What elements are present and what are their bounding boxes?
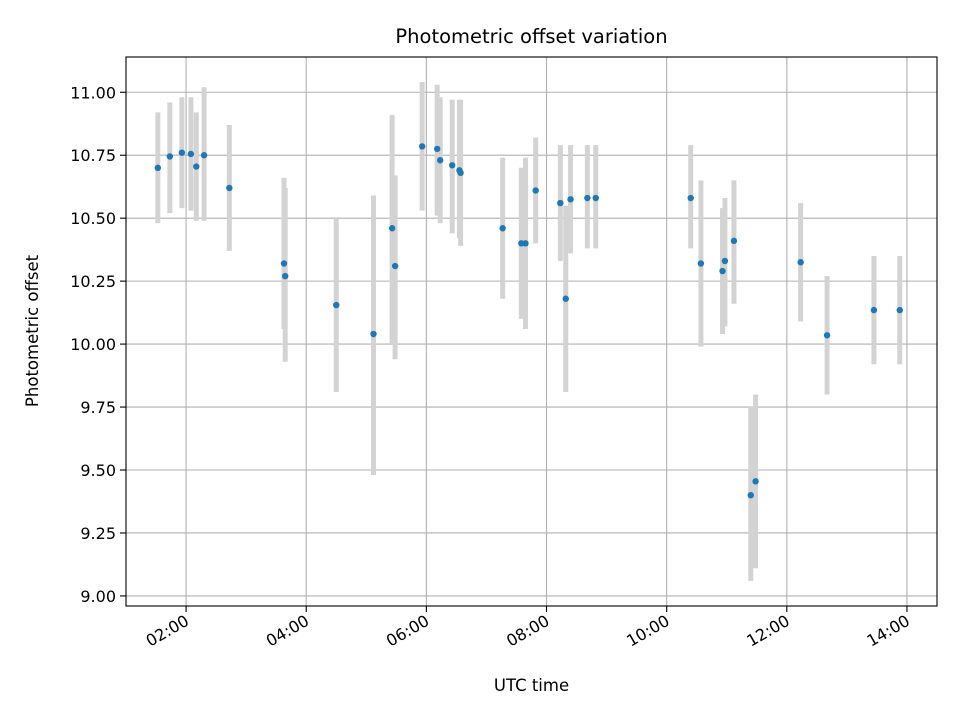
x-tick-label: 12:00 xyxy=(743,611,792,651)
data-point xyxy=(280,260,288,267)
y-tick-label: 9.00 xyxy=(80,587,116,606)
data-point xyxy=(557,199,564,207)
data-point xyxy=(687,194,694,202)
y-axis-label: Photometric offset xyxy=(23,254,42,407)
data-point xyxy=(449,162,456,169)
grid-lines xyxy=(126,57,937,606)
data-points xyxy=(154,143,903,499)
data-point xyxy=(193,163,200,170)
data-point xyxy=(370,330,377,338)
x-tick-label: 04:00 xyxy=(263,611,312,651)
y-tick-label: 10.25 xyxy=(70,272,116,291)
y-tick-label: 9.75 xyxy=(80,398,116,417)
x-tick-label: 02:00 xyxy=(143,611,192,651)
data-point xyxy=(281,272,289,280)
x-axis-label: UTC time xyxy=(494,676,569,695)
data-point xyxy=(436,157,444,164)
x-axis-ticks: 02:00 04:00 06:00 08:00 10:00 12:00 14:00 xyxy=(143,606,913,651)
data-point xyxy=(200,152,208,159)
y-tick-label: 10.75 xyxy=(70,146,116,165)
data-point xyxy=(388,225,396,232)
x-tick-label: 08:00 xyxy=(503,611,552,651)
data-point xyxy=(730,237,738,245)
data-point xyxy=(154,164,162,172)
error-bars xyxy=(155,82,903,581)
y-tick-label: 11.00 xyxy=(70,83,116,102)
data-point xyxy=(562,295,569,302)
data-point xyxy=(747,491,754,499)
data-point xyxy=(896,306,903,314)
data-point xyxy=(532,187,539,194)
plot-frame xyxy=(125,56,938,607)
data-point xyxy=(433,145,441,153)
data-point xyxy=(697,260,705,267)
data-point xyxy=(870,306,878,314)
data-point xyxy=(457,169,464,177)
x-tick-label: 14:00 xyxy=(864,611,913,651)
chart-title: Photometric offset variation xyxy=(395,25,667,48)
y-axis-ticks: 9.00 9.25 9.50 9.75 10.00 10.25 10.50 10.75 11.0… xyxy=(70,83,126,606)
data-point xyxy=(797,259,804,266)
data-point xyxy=(499,225,506,232)
y-tick-label: 9.25 xyxy=(80,524,116,543)
data-point xyxy=(721,257,729,265)
y-tick-label: 10.50 xyxy=(70,209,116,228)
data-point xyxy=(418,143,426,150)
x-tick-label: 06:00 xyxy=(383,611,432,651)
y-tick-label: 9.50 xyxy=(80,461,116,480)
data-point xyxy=(719,267,726,275)
data-point xyxy=(522,240,529,247)
data-point xyxy=(187,150,195,158)
data-point xyxy=(333,301,340,309)
data-point xyxy=(391,262,399,270)
data-point xyxy=(567,196,574,203)
data-point xyxy=(166,153,174,160)
data-point xyxy=(592,194,599,202)
data-point xyxy=(823,332,831,339)
data-point xyxy=(584,194,591,202)
data-point xyxy=(226,184,233,192)
x-tick-label: 10:00 xyxy=(623,611,672,651)
y-tick-label: 10.00 xyxy=(70,335,116,354)
data-point xyxy=(178,149,186,156)
data-point xyxy=(752,478,759,485)
